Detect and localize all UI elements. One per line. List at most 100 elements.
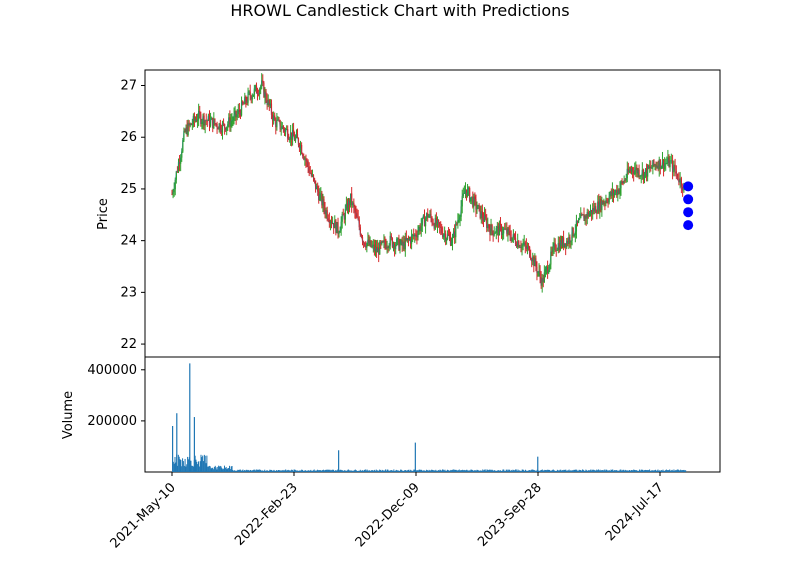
candle-body: [530, 256, 532, 260]
candle-body: [401, 239, 403, 246]
candle-body: [218, 123, 220, 130]
candle-body: [362, 241, 365, 243]
volume-bar: [618, 470, 620, 472]
volume-bar: [531, 469, 533, 472]
volume-bar: [607, 470, 609, 472]
volume-bar: [217, 466, 219, 472]
volume-bar: [192, 465, 194, 472]
volume-bar: [212, 467, 214, 472]
x-tick-label: 2022-Feb-23: [232, 480, 301, 549]
candle-body: [209, 119, 212, 126]
volume-bar: [374, 469, 376, 472]
volume-bar: [639, 470, 641, 472]
candle-body: [650, 166, 652, 169]
volume-bar: [584, 470, 586, 472]
volume-bar: [588, 470, 590, 472]
volume-bar: [340, 469, 342, 472]
volume-bar: [496, 470, 498, 472]
candle-body: [351, 193, 353, 206]
volume-bar: [287, 469, 289, 472]
candle-body: [396, 238, 398, 246]
candle-body: [554, 243, 556, 250]
candle-body: [457, 220, 459, 224]
volume-bar: [405, 470, 407, 472]
candle-body: [404, 237, 406, 250]
volume-bar: [210, 468, 212, 472]
candle-body: [500, 225, 503, 235]
volume-bar: [430, 470, 432, 472]
candle-body: [420, 225, 422, 232]
volume-bar: [286, 470, 288, 472]
volume-bar: [271, 470, 273, 472]
volume-bar: [616, 469, 618, 472]
volume-bar: [473, 470, 475, 472]
candle-body: [202, 115, 204, 122]
candle-body: [465, 189, 468, 197]
prediction-point: [683, 194, 694, 205]
candle-body: [573, 234, 575, 237]
candle-body: [326, 210, 328, 219]
volume-bar: [234, 470, 236, 472]
volume-bar: [278, 470, 280, 472]
candle-body: [514, 237, 517, 244]
volume-bar: [618, 470, 620, 472]
volume-bar: [515, 469, 517, 472]
candle-body: [477, 205, 479, 209]
volume-bar: [497, 470, 499, 472]
candle-body: [645, 168, 648, 177]
volume-bar: [205, 463, 207, 472]
volume-bar: [600, 470, 602, 472]
volume-bar: [216, 469, 218, 472]
volume-bar: [493, 470, 495, 472]
volume-bar: [206, 455, 208, 472]
candle-body: [344, 208, 346, 220]
candle-body: [677, 173, 679, 179]
candle-body: [590, 210, 593, 215]
candle-body: [189, 123, 191, 126]
candle-body: [265, 91, 267, 101]
volume-bar: [480, 470, 482, 472]
volume-bar: [599, 469, 601, 472]
x-axis-ticks: 2021-May-10 2022-Feb-23 2022-Dec-09 2023-Se…: [108, 472, 667, 551]
volume-bar: [528, 470, 530, 472]
candle-body: [321, 193, 323, 206]
volume-bar: [384, 469, 386, 472]
candle-body: [244, 96, 246, 105]
candle-body: [583, 214, 585, 221]
volume-bar: [591, 470, 593, 472]
volume-bar: [316, 470, 318, 472]
volume-bar: [601, 470, 603, 472]
volume-bar: [436, 470, 438, 472]
volume-bar: [617, 470, 619, 472]
candle-body: [266, 100, 268, 106]
volume-bar: [467, 470, 469, 472]
volume-bar: [479, 470, 481, 472]
candle-body: [449, 236, 452, 246]
volume-bar: [192, 466, 194, 472]
volume-bar: [483, 470, 485, 472]
volume-bar: [526, 470, 528, 472]
volume-bar: [534, 470, 536, 472]
candle-body: [368, 239, 370, 245]
candle-body: [388, 245, 390, 248]
candle-body: [536, 266, 538, 274]
volume-bar: [524, 470, 526, 472]
volume-bar: [464, 470, 466, 472]
candle-body: [535, 258, 537, 267]
volume-bar: [282, 469, 284, 472]
candle-body: [602, 200, 604, 205]
volume-bar: [293, 469, 295, 472]
volume-bar: [416, 470, 417, 472]
volume-bar: [659, 470, 661, 472]
volume-bar: [535, 470, 537, 472]
candle-body: [364, 242, 366, 246]
volume-bar: [465, 470, 467, 472]
candle-body: [233, 114, 235, 121]
candle-body: [389, 235, 391, 246]
volume-bar: [342, 470, 344, 472]
candle-body: [668, 157, 670, 168]
candle-body: [224, 124, 226, 128]
candle-body: [287, 129, 289, 139]
volume-bar: [542, 470, 544, 472]
volume-bar: [276, 470, 278, 472]
